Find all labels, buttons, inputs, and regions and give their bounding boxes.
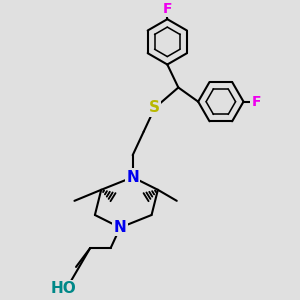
Text: S: S	[149, 100, 160, 116]
Text: HO: HO	[50, 281, 76, 296]
Text: N: N	[114, 220, 127, 235]
Text: N: N	[126, 170, 139, 185]
Text: F: F	[251, 95, 261, 109]
Text: F: F	[163, 2, 172, 16]
